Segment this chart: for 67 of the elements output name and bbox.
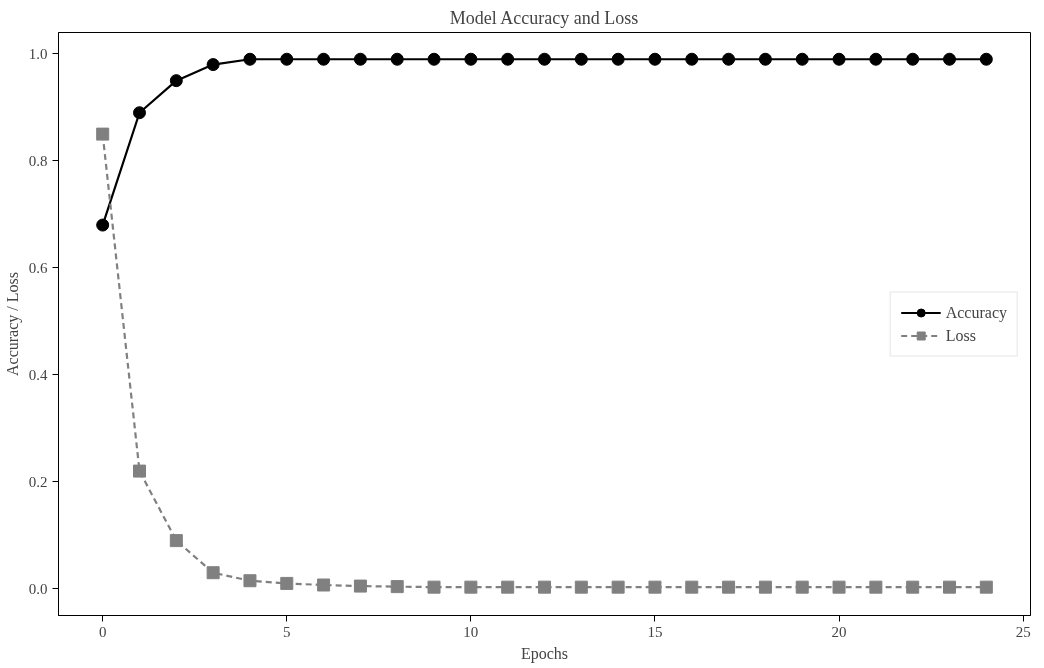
y-tick-label: 0.2 xyxy=(28,473,48,490)
point xyxy=(501,52,515,66)
y-tick-label: 0.6 xyxy=(28,259,48,276)
point xyxy=(648,52,662,66)
x-tick-label: 10 xyxy=(463,623,479,640)
point xyxy=(611,580,625,594)
point xyxy=(869,52,883,66)
point xyxy=(722,52,736,66)
point xyxy=(353,579,367,593)
point xyxy=(280,52,294,66)
point xyxy=(795,52,809,66)
x-axis-title: Epochs xyxy=(520,644,569,663)
point xyxy=(869,580,883,594)
point xyxy=(169,534,183,548)
point xyxy=(943,580,956,594)
point xyxy=(685,580,699,594)
point xyxy=(685,52,699,66)
point xyxy=(611,52,625,66)
point xyxy=(206,566,220,580)
y-tick-label: 1.0 xyxy=(28,45,48,62)
point xyxy=(906,580,920,594)
point xyxy=(133,106,146,120)
point xyxy=(390,52,404,66)
point xyxy=(979,580,993,594)
point xyxy=(280,576,294,590)
point xyxy=(427,580,441,594)
x-tick-label: 5 xyxy=(283,623,291,640)
x-tick-label: 15 xyxy=(647,623,663,640)
y-axis-title: Accuracy / Loss xyxy=(3,272,22,376)
point xyxy=(574,52,588,66)
x-tick-label: 25 xyxy=(1015,623,1031,640)
y-tick-label: 0.4 xyxy=(28,366,48,383)
point xyxy=(538,52,551,66)
point xyxy=(758,580,772,594)
point xyxy=(979,52,993,66)
point xyxy=(169,74,183,88)
point xyxy=(832,580,846,594)
point xyxy=(427,52,441,66)
point xyxy=(943,52,956,66)
x-tick-label: 0 xyxy=(98,623,107,640)
point xyxy=(317,52,331,66)
point xyxy=(243,574,257,588)
point xyxy=(648,580,662,594)
legend-label: Accuracy xyxy=(945,303,1007,321)
point xyxy=(574,580,588,594)
point xyxy=(758,52,772,66)
y-tick-label: 0.0 xyxy=(28,580,48,597)
x-tick-label: 20 xyxy=(831,623,847,640)
point xyxy=(390,580,404,594)
point xyxy=(96,218,110,232)
y-tick-label: 0.8 xyxy=(28,152,48,169)
point xyxy=(206,58,220,72)
point xyxy=(96,127,110,141)
point xyxy=(243,52,257,66)
point xyxy=(538,580,551,594)
point xyxy=(464,580,478,594)
legend-label: Loss xyxy=(945,326,976,344)
point xyxy=(722,580,736,594)
point xyxy=(795,580,809,594)
point xyxy=(832,52,846,66)
chart-title: Model Accuracy and Loss xyxy=(449,7,639,28)
point xyxy=(133,464,146,478)
point xyxy=(353,52,367,66)
point xyxy=(501,580,515,594)
point xyxy=(464,52,478,66)
point xyxy=(906,52,920,66)
point xyxy=(317,578,331,592)
